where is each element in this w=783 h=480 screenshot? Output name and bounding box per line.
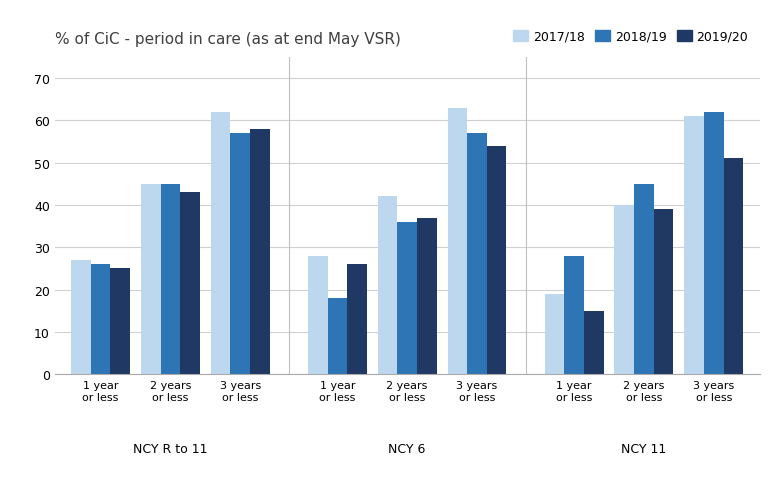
Bar [327,299,347,374]
Bar [91,264,110,374]
Bar [230,133,250,374]
Bar [161,184,180,374]
Text: % of CiC - period in care (as at end May VSR): % of CiC - period in care (as at end May… [55,32,401,47]
Bar [545,294,565,374]
Bar [565,256,584,374]
Bar [417,218,437,374]
Bar [704,112,723,374]
Bar [308,256,327,374]
Bar [347,264,366,374]
Bar [684,117,704,374]
Bar [584,311,604,374]
Text: NCY 11: NCY 11 [621,442,666,455]
Bar [110,269,130,374]
Text: NCY R to 11: NCY R to 11 [133,442,207,455]
Bar [377,197,397,374]
Bar [250,130,269,374]
Bar [448,108,467,374]
Text: NCY 6: NCY 6 [388,442,426,455]
Bar [723,159,743,374]
Bar [467,133,487,374]
Legend: 2017/18, 2018/19, 2019/20: 2017/18, 2018/19, 2019/20 [508,26,753,49]
Bar [487,146,507,374]
Bar [397,222,417,374]
Bar [211,112,230,374]
Bar [615,205,634,374]
Bar [71,260,91,374]
Bar [654,210,673,374]
Bar [180,193,200,374]
Bar [634,184,654,374]
Bar [141,184,161,374]
